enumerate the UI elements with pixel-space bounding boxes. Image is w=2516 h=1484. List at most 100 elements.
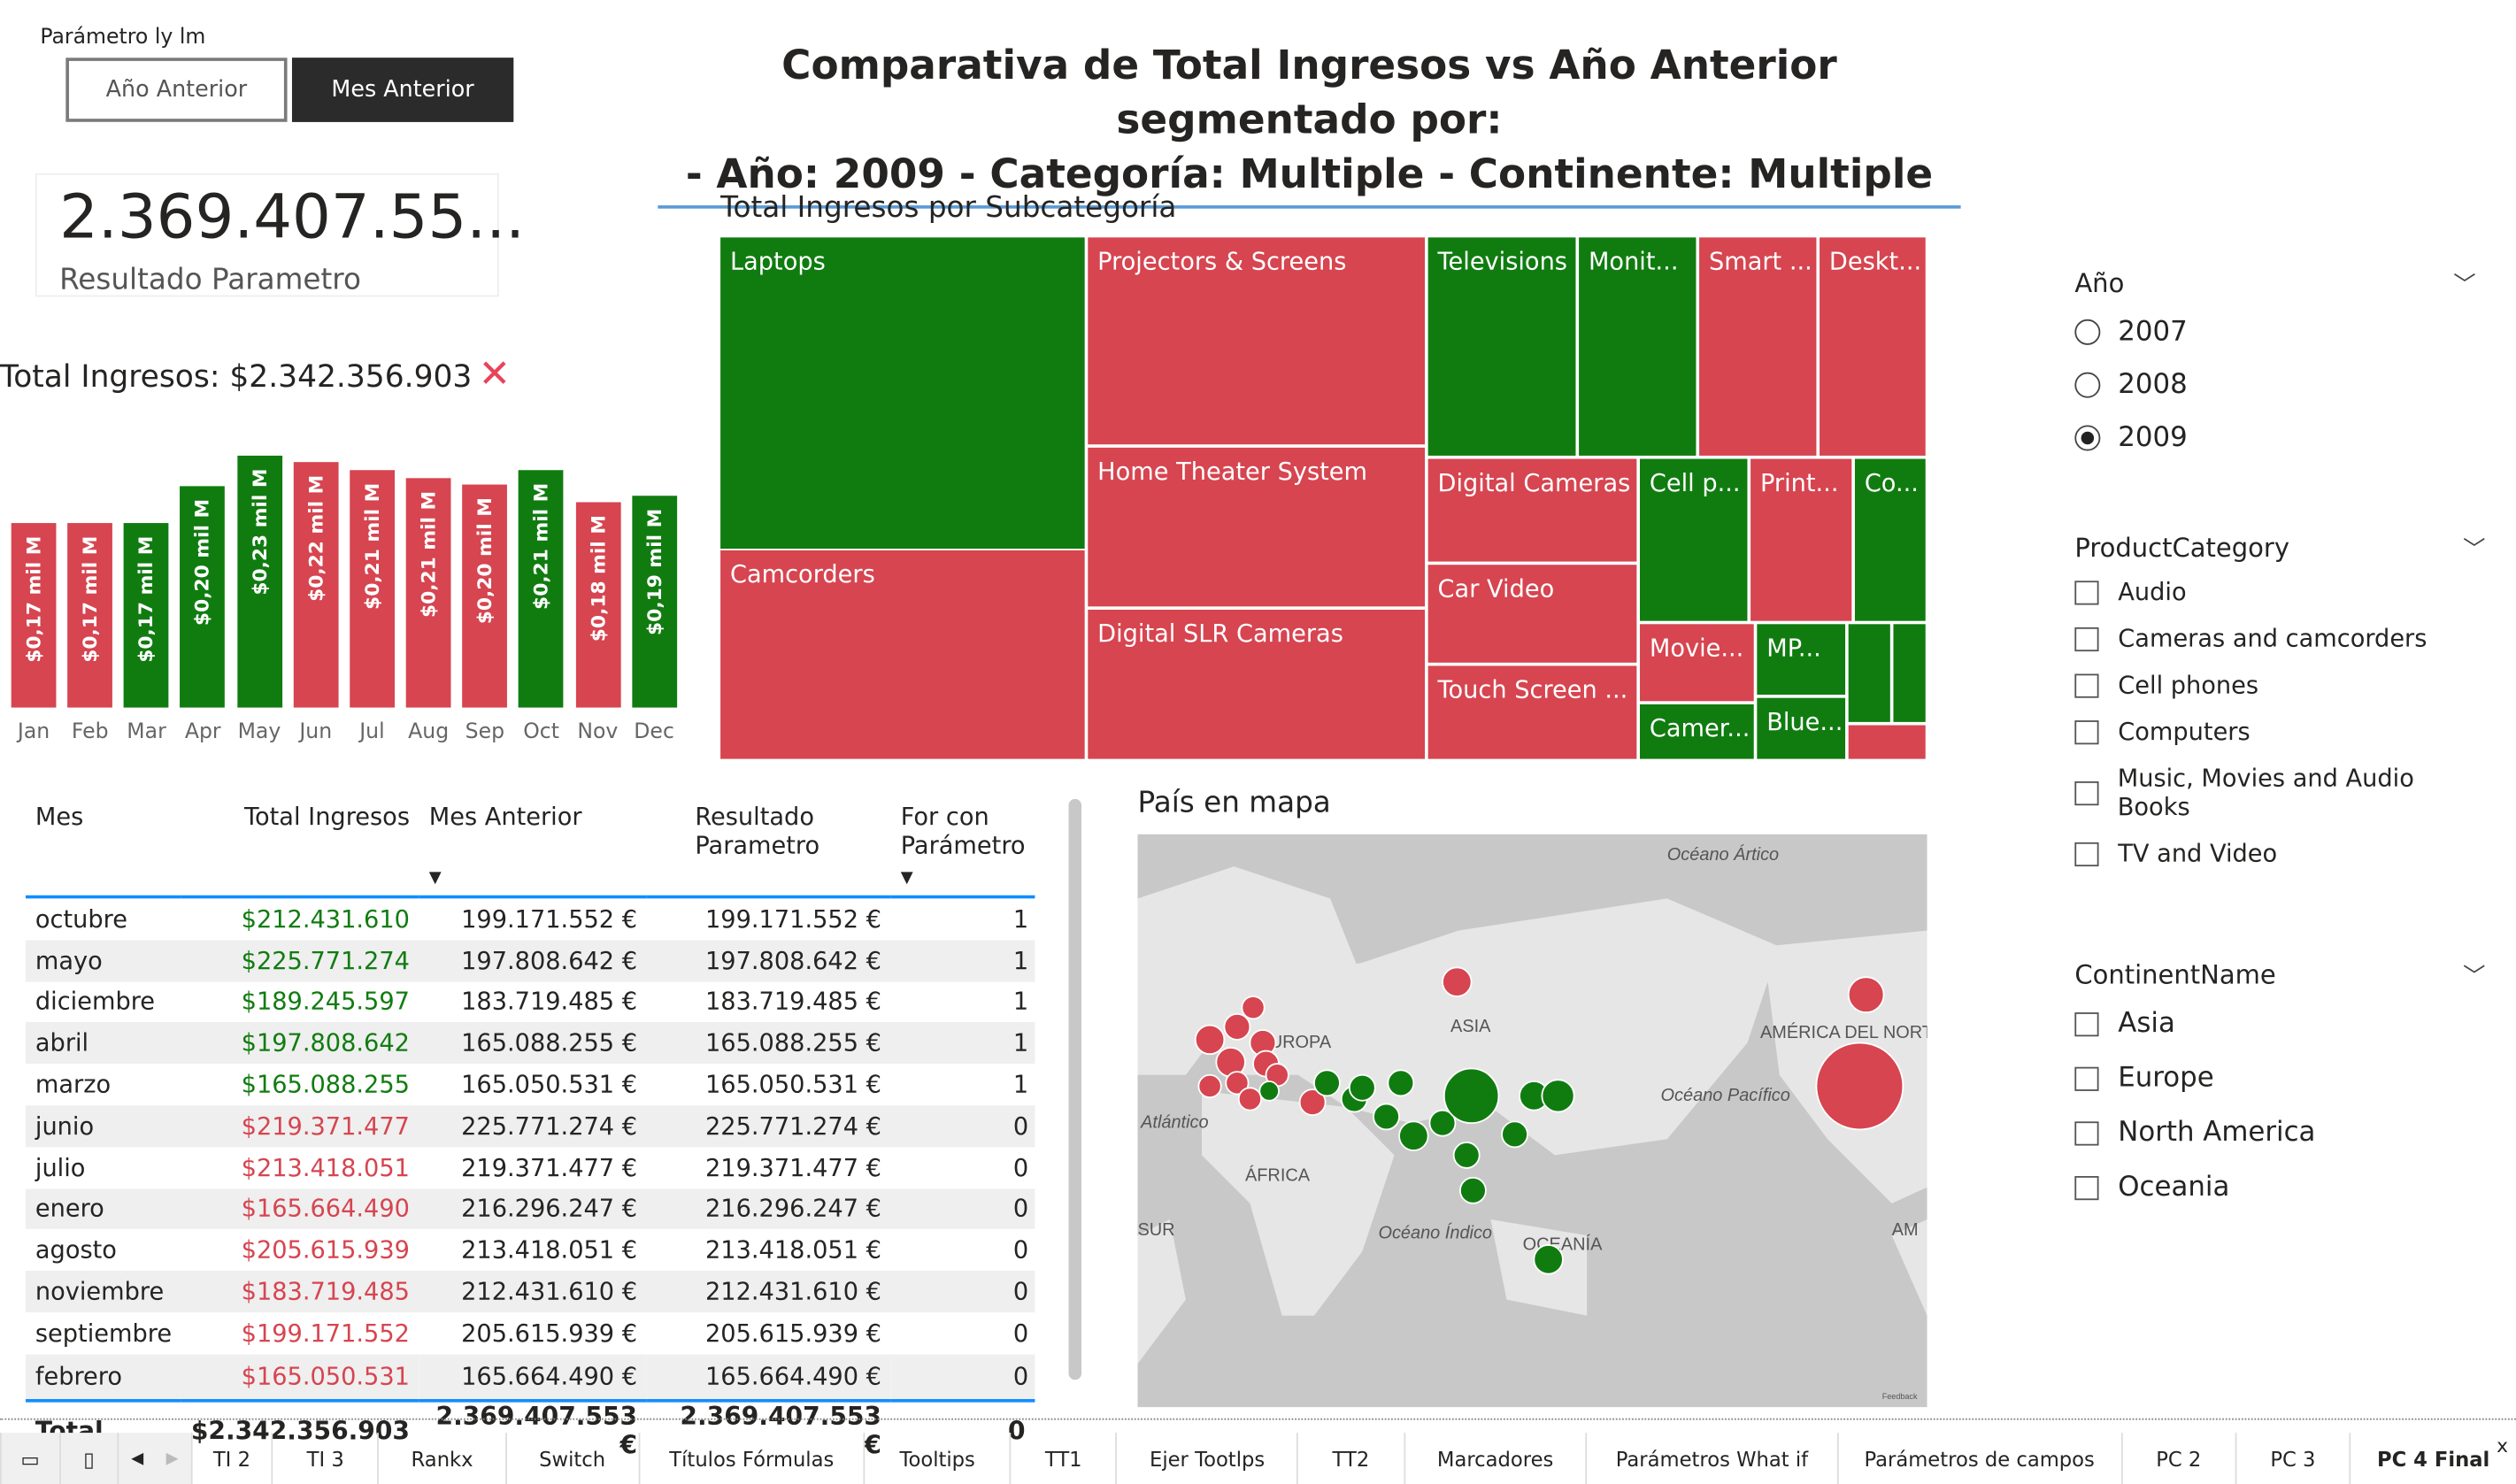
category-option-tv-and-video[interactable]: TV and Video	[2074, 839, 2485, 868]
country-bubble[interactable]	[1452, 1142, 1481, 1169]
country-bubble[interactable]	[1373, 1103, 1400, 1131]
table-row[interactable]: octubre $212.431.610 199.171.552 € 199.171.…	[26, 897, 1035, 941]
chevron-down-icon[interactable]: ﹀	[2463, 964, 2486, 990]
country-bubble[interactable]	[1241, 996, 1266, 1020]
table-row[interactable]: julio $213.418.051 219.371.477 € 219.371.47…	[26, 1147, 1035, 1188]
bar-jun[interactable]: $0,22 mil M	[293, 462, 339, 708]
radio-button[interactable]	[2074, 319, 2101, 345]
checkbox[interactable]	[2074, 627, 2099, 651]
treemap-tile[interactable]	[1848, 624, 1890, 722]
country-bubble[interactable]	[1387, 1069, 1415, 1097]
treemap-tile[interactable]: Digital Cameras	[1427, 458, 1637, 562]
table-row[interactable]: mayo $225.771.274 197.808.642 €197.808.642…	[26, 940, 1035, 981]
radio-button[interactable]	[2074, 372, 2101, 398]
checkbox[interactable]	[2074, 719, 2099, 744]
treemap-tile[interactable]: Digital SLR Cameras	[1088, 609, 1426, 759]
category-option-cameras-and-camcorders[interactable]: Cameras and camcorders	[2074, 624, 2485, 653]
bar-dec[interactable]: $0,19 mil M	[631, 496, 677, 708]
prev-tab-icon[interactable]: ◀	[131, 1449, 144, 1468]
table-row[interactable]: abril $197.808.642 165.088.255 €165.088.25…	[26, 1022, 1035, 1065]
country-bubble[interactable]	[1541, 1079, 1575, 1113]
tab-pc-3[interactable]: PC 3	[2235, 1433, 2349, 1484]
treemap-tile[interactable]	[1848, 725, 1926, 759]
continent-option-north-america[interactable]: North America	[2074, 1117, 2485, 1149]
tab-par-metros-what-if[interactable]: Parámetros What if	[1585, 1433, 1836, 1484]
tab-pc-4-final[interactable]: PC 4 Final	[2349, 1433, 2516, 1484]
col-resultado-parametro[interactable]: Resultado Parametro	[646, 796, 891, 899]
year-option-2007[interactable]: 2007	[2074, 316, 2475, 348]
bar-oct[interactable]: $0,21 mil M	[519, 470, 565, 708]
bar-jan[interactable]: $0,17 mil M	[11, 522, 57, 708]
continent-option-asia[interactable]: Asia	[2074, 1008, 2485, 1040]
table-row[interactable]: diciembre $189.245.597 183.719.485 € 183.71…	[26, 981, 1035, 1023]
col-mes[interactable]: Mes	[26, 796, 181, 899]
country-bubble[interactable]	[1225, 1071, 1250, 1096]
treemap-tile[interactable]: Monit...	[1579, 237, 1697, 456]
country-bubble[interactable]	[1258, 1080, 1280, 1102]
tab-par-metros-de-campos[interactable]: Parámetros de campos	[1836, 1433, 2120, 1484]
country-bubble[interactable]	[1442, 966, 1473, 997]
country-bubble[interactable]	[1533, 1244, 1564, 1275]
checkbox[interactable]	[2074, 1175, 2099, 1200]
page-view-icon[interactable]: ▭	[0, 1433, 59, 1484]
country-bubble[interactable]	[1459, 1176, 1487, 1204]
checkbox[interactable]	[2074, 1011, 2099, 1036]
treemap-tile[interactable]	[1893, 624, 1926, 722]
country-bubble[interactable]	[1348, 1073, 1376, 1102]
treemap-tile[interactable]: MP...	[1757, 624, 1846, 696]
treemap-tile[interactable]: Co...	[1854, 458, 1926, 621]
table-row[interactable]: enero $165.664.490 216.296.247 €216.296.24…	[26, 1188, 1035, 1230]
mobile-view-icon[interactable]: ▯	[58, 1433, 118, 1484]
mes-anterior-button[interactable]: Mes Anterior	[291, 58, 514, 122]
treemap-tile[interactable]: Smart ...	[1699, 237, 1817, 456]
checkbox[interactable]	[2074, 1065, 2099, 1091]
table-row[interactable]: septiembre $199.171.552 205.615.939 € 205.6…	[26, 1312, 1035, 1354]
map-credit[interactable]: Feedback	[1882, 1392, 1918, 1401]
treemap-tile[interactable]: Cell p...	[1639, 458, 1748, 621]
country-bubble[interactable]	[1237, 1087, 1263, 1111]
checkbox[interactable]	[2074, 673, 2099, 697]
tab-rankx[interactable]: Rankx	[377, 1433, 504, 1484]
chevron-down-icon[interactable]: ﹀	[2463, 537, 2486, 564]
year-option-2009[interactable]: 2009	[2074, 422, 2475, 454]
bar-jul[interactable]: $0,21 mil M	[350, 469, 395, 708]
treemap-tile[interactable]: Car Video	[1427, 565, 1637, 663]
next-tab-icon[interactable]: ▶	[165, 1449, 179, 1468]
radio-button[interactable]	[2074, 425, 2101, 451]
chevron-down-icon[interactable]: ﹀	[2453, 273, 2476, 299]
category-option-audio[interactable]: Audio	[2074, 578, 2485, 606]
tab-tt1[interactable]: TT1	[1009, 1433, 1116, 1484]
country-bubble[interactable]	[1298, 1088, 1327, 1117]
country-bubble[interactable]	[1197, 1073, 1222, 1099]
treemap-tile[interactable]: Home Theater System	[1088, 447, 1426, 607]
tab-pc-2[interactable]: PC 2	[2120, 1433, 2235, 1484]
treemap-tile[interactable]: Blue...	[1757, 697, 1846, 759]
year-option-2008[interactable]: 2008	[2074, 369, 2475, 401]
table-scrollbar[interactable]	[1068, 798, 1082, 1380]
close-tabs-button[interactable]: x	[2497, 1434, 2509, 1457]
checkbox[interactable]	[2074, 841, 2099, 866]
col-mes-anterior[interactable]: Mes Anterior ▼	[419, 796, 647, 899]
country-bubble[interactable]	[1194, 1024, 1226, 1056]
treemap-tile[interactable]: Print...	[1750, 458, 1852, 621]
country-bubble[interactable]	[1223, 1012, 1251, 1041]
country-bubble[interactable]	[1428, 1109, 1457, 1137]
country-bubble[interactable]	[1313, 1069, 1341, 1097]
category-option-computers[interactable]: Computers	[2074, 717, 2485, 746]
ano-anterior-button[interactable]: Año Anterior	[65, 58, 288, 122]
tab-switch[interactable]: Switch	[504, 1433, 638, 1484]
treemap-tile[interactable]: Movie...	[1639, 624, 1754, 702]
tab-ejer-tootlps[interactable]: Ejer Tootlps	[1115, 1433, 1296, 1484]
table-row[interactable]: junio $219.371.477 225.771.274 €225.771.27…	[26, 1105, 1035, 1147]
treemap-tile[interactable]: Camer...	[1639, 704, 1754, 759]
category-option-cell-phones[interactable]: Cell phones	[2074, 671, 2485, 700]
bar-apr[interactable]: $0,20 mil M	[180, 487, 226, 708]
table-row[interactable]: marzo $165.088.255 165.050.531 € 165.050.53…	[26, 1064, 1035, 1105]
bar-aug[interactable]: $0,21 mil M	[405, 478, 451, 708]
tab-tt2[interactable]: TT2	[1296, 1433, 1403, 1484]
treemap-tile[interactable]: Projectors & Screens	[1088, 237, 1426, 445]
checkbox[interactable]	[2074, 780, 2098, 805]
country-bubble[interactable]	[1815, 1042, 1904, 1131]
bar-nov[interactable]: $0,18 mil M	[574, 502, 620, 708]
checkbox[interactable]	[2074, 1120, 2099, 1145]
